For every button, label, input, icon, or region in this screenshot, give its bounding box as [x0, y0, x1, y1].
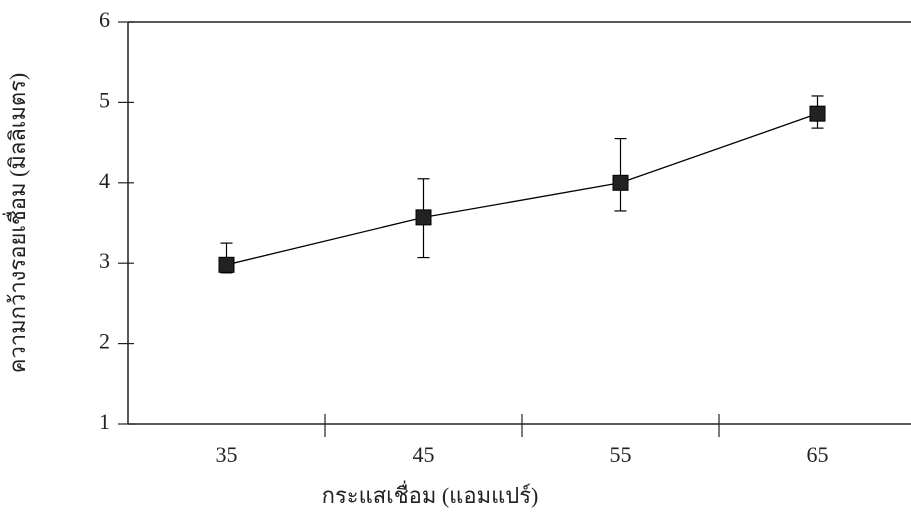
x-axis-label: กระแสเชื่อม (แอมแปร์) [322, 480, 539, 508]
chart: ความกว้างรอยเชื่อม (มิลลิเมตร) กระแสเชื่… [0, 0, 911, 520]
x-tick-label: 65 [807, 442, 829, 467]
y-tick-label: 1 [99, 409, 110, 434]
y-tick-label: 3 [99, 248, 110, 273]
y-tick-label: 2 [99, 329, 110, 354]
marker [810, 106, 825, 121]
marker [613, 175, 628, 190]
y-tick-label: 6 [99, 7, 110, 32]
marker [416, 210, 431, 225]
error-bar [615, 139, 627, 211]
y-axis-label: ความกว้างรอยเชื่อม (มิลลิเมตร) [2, 73, 30, 374]
x-tick-label: 35 [216, 442, 238, 467]
data-line [227, 114, 818, 265]
y-tick-label: 4 [99, 168, 110, 193]
x-tick-label: 55 [610, 442, 632, 467]
x-tick-label: 45 [413, 442, 435, 467]
y-tick-label: 5 [99, 87, 110, 112]
marker [219, 257, 234, 272]
